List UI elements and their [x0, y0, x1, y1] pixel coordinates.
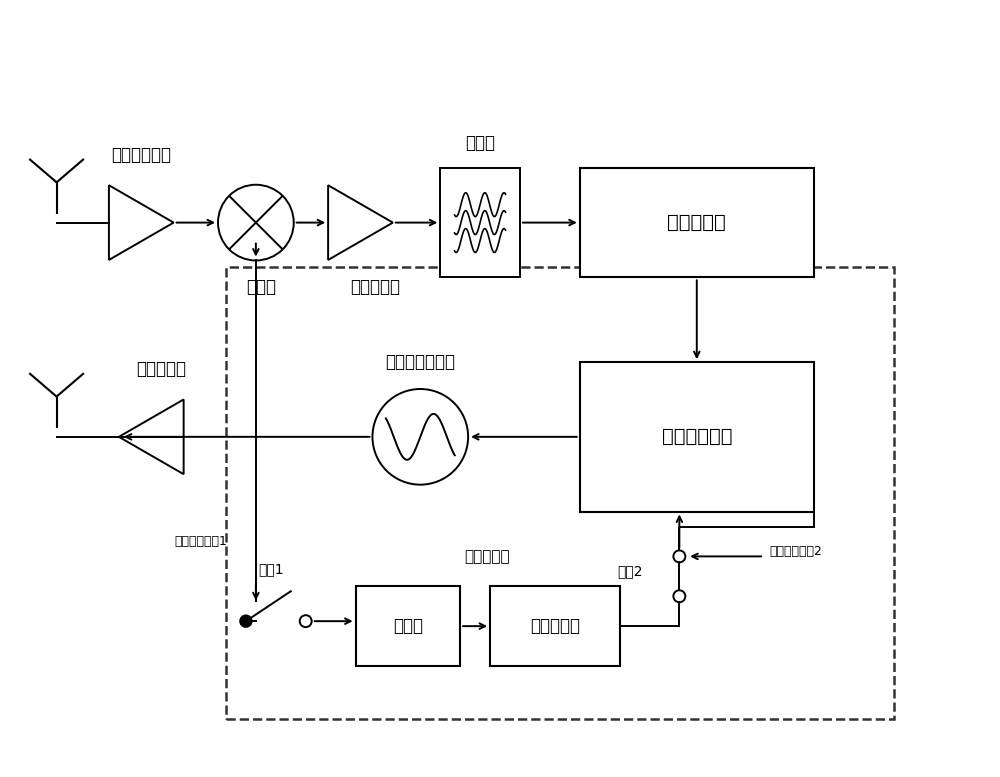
Text: 功率放大器: 功率放大器 [136, 360, 186, 378]
Bar [356, 587, 460, 666]
Text: 开关控制信号2: 开关控制信号2 [769, 545, 822, 558]
Text: 鉴相器: 鉴相器 [393, 617, 423, 635]
Text: 开兴2: 开兴2 [617, 564, 642, 578]
Text: 信号处理器: 信号处理器 [667, 213, 726, 232]
Bar [580, 168, 814, 277]
Text: 中频放大器: 中频放大器 [350, 278, 400, 296]
Circle shape [240, 615, 252, 627]
Bar [226, 267, 894, 719]
Bar [580, 362, 814, 511]
Bar [440, 168, 520, 277]
Text: 低噪声放大器: 低噪声放大器 [111, 146, 171, 164]
Bar [490, 587, 620, 666]
Text: 滤波器: 滤波器 [465, 134, 495, 152]
Text: 开兴1: 开兴1 [258, 563, 284, 577]
Text: 低通滤波器: 低通滤波器 [530, 617, 580, 635]
Text: 混频器: 混频器 [246, 278, 276, 296]
Text: 锁相环结构: 锁相环结构 [465, 549, 510, 564]
Text: 数字控制模块: 数字控制模块 [662, 427, 732, 446]
Text: 开关控制信号1: 开关控制信号1 [175, 535, 228, 548]
Text: 数字控制振荡器: 数字控制振荡器 [385, 353, 455, 371]
